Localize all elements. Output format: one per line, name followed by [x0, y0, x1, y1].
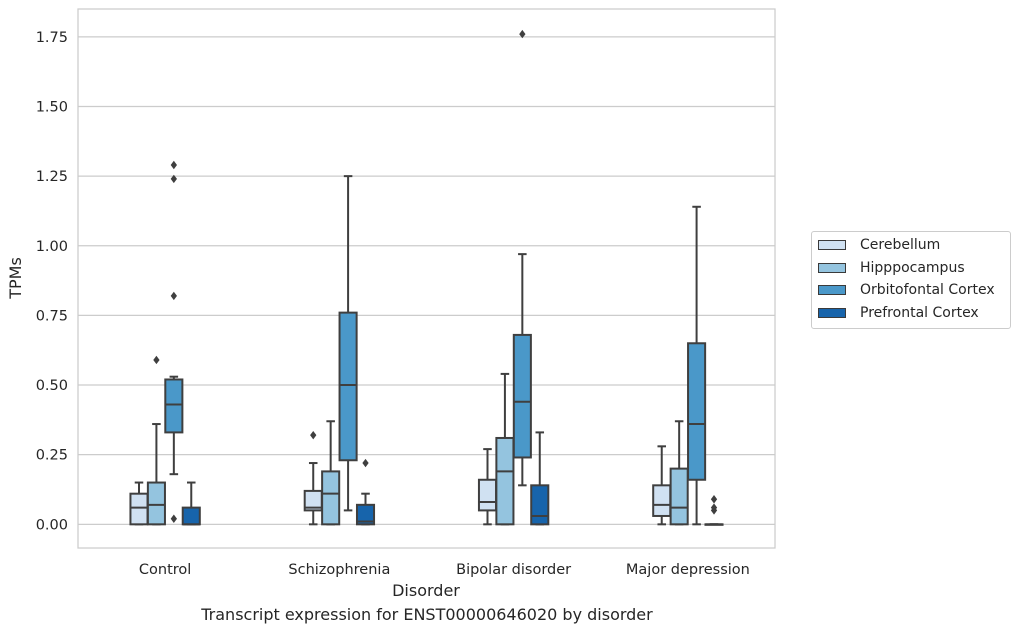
box-body: [355, 503, 376, 526]
y-tick-label: 1.50: [36, 99, 68, 115]
box-body: [164, 378, 184, 434]
box-body: [495, 436, 515, 526]
x-tick-labels: Control Schizophrenia Bipolar disorder Majo…: [139, 562, 750, 578]
plot-frame: [77, 8, 776, 549]
box-major-depression-hipppocampus: [669, 420, 689, 526]
outlier-point: [310, 430, 317, 440]
y-tick-label: 0.00: [36, 517, 68, 533]
x-tick-label: Major depression: [626, 562, 750, 578]
x-axis-label: Disorder: [392, 581, 460, 600]
box-control-orbitofontal-cortex: [164, 160, 184, 523]
y-tick-labels: 0.00 0.25 0.50 0.75 1.00 1.25 1.50 1.75: [36, 30, 68, 533]
box-body: [687, 342, 707, 481]
box-bipolar-disorder-prefrontal-cortex: [530, 431, 550, 526]
box-bipolar-disorder-cerebellum: [477, 448, 498, 526]
box-body: [512, 333, 532, 459]
x-tick-label: Control: [139, 562, 191, 578]
legend-item-cerebellum: Cerebellum: [812, 234, 1010, 257]
box-bipolar-disorder-orbitofontal-cortex: [512, 29, 532, 487]
box-body: [477, 478, 498, 512]
y-tick-label: 0.25: [36, 448, 68, 464]
box-control-prefrontal-cortex: [181, 481, 201, 526]
y-tick-label: 1.75: [36, 30, 68, 46]
outlier-point: [170, 291, 177, 301]
legend-swatch-cerebellum: [818, 240, 846, 251]
legend-label: Orbitofontal Cortex: [860, 282, 995, 299]
box-major-depression-prefrontal-cortex: [704, 495, 724, 526]
box-body: [321, 470, 341, 526]
outlier-point: [519, 29, 526, 39]
legend-swatch-hippocampus: [818, 262, 846, 273]
box-body: [530, 484, 550, 526]
box-body: [181, 506, 201, 526]
box-body: [146, 481, 166, 526]
legend-item-prefrontal-cortex: Prefrontal Cortex: [812, 302, 1010, 325]
box-schizophrenia-prefrontal-cortex: [355, 458, 376, 526]
box-schizophrenia-orbitofontal-cortex: [338, 175, 358, 512]
box-major-depression-cerebellum: [652, 445, 672, 526]
y-axis-label: TPMs: [6, 257, 25, 300]
box-schizophrenia-hipppocampus: [321, 420, 341, 526]
box-body: [669, 467, 689, 526]
box-bipolar-disorder-hipppocampus: [495, 372, 515, 526]
outlier-point: [170, 174, 177, 184]
y-tick-label: 0.75: [36, 308, 68, 324]
legend-swatch-orbitofrontal-cortex: [818, 285, 846, 296]
outlier-point: [362, 458, 369, 468]
outlier-point: [153, 355, 160, 365]
legend-label: Cerebellum: [860, 237, 941, 254]
box-major-depression-orbitofontal-cortex: [687, 205, 707, 526]
legend-item-orbitofrontal-cortex: Orbitofontal Cortex: [812, 279, 1010, 302]
outlier-point: [170, 514, 177, 523]
y-tick-label: 0.50: [36, 378, 68, 394]
outlier-point: [710, 503, 718, 512]
box-control-cerebellum: [129, 481, 149, 526]
legend-label: Hipppocampus: [860, 259, 965, 276]
figure-caption: Transcript expression for ENST0000064602…: [201, 605, 653, 624]
box-plot-layer: [129, 29, 724, 526]
x-tick-label: Bipolar disorder: [456, 562, 571, 578]
box-body: [129, 492, 149, 526]
gridlines: [78, 36, 775, 525]
legend-label: Prefrontal Cortex: [860, 304, 979, 321]
outlier-point: [710, 495, 718, 504]
legend-item-hippocampus: Hipppocampus: [812, 257, 1010, 280]
legend: Cerebellum Hipppocampus Orbitofontal Cor…: [811, 231, 1011, 329]
box-schizophrenia-cerebellum: [303, 430, 323, 526]
y-tick-label: 1.00: [36, 239, 68, 255]
x-tick-label: Schizophrenia: [288, 562, 390, 578]
legend-swatch-prefrontal-cortex: [818, 307, 846, 318]
outlier-point: [170, 160, 177, 170]
y-tick-label: 1.25: [36, 169, 68, 185]
box-body: [338, 311, 358, 462]
box-control-hipppocampus: [146, 355, 166, 526]
box-body: [652, 484, 672, 517]
